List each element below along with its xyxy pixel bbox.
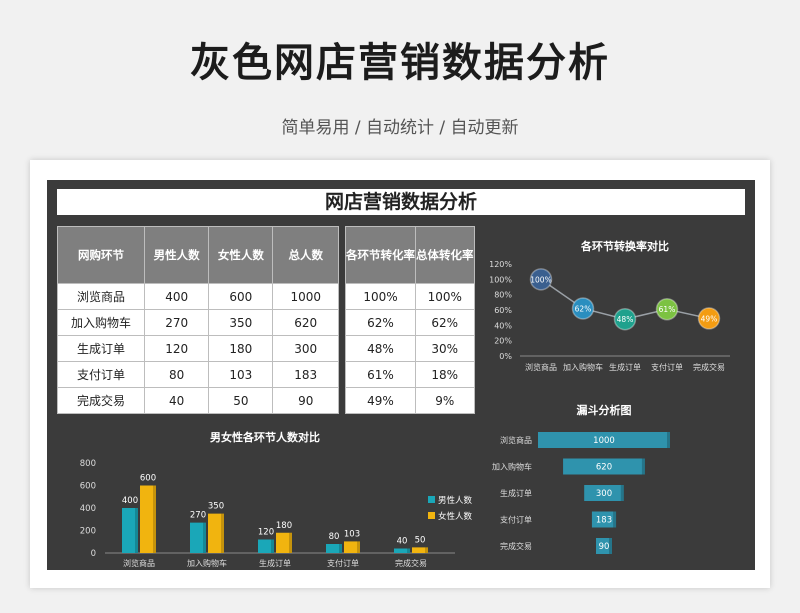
table-row: 加入购物车 270 350 620	[56, 309, 339, 336]
page-title: 灰色网店营销数据分析	[190, 40, 610, 86]
cell-total: 90	[272, 387, 339, 414]
table-row: 完成交易 40 50 90	[56, 387, 339, 414]
cell-stage: 浏览商品	[56, 283, 146, 310]
column-header-stage: 网购环节	[56, 226, 146, 284]
cell-female: 103	[208, 361, 274, 388]
column-header-female: 女性人数	[208, 226, 274, 284]
cell-total: 300	[272, 335, 339, 362]
cell-female: 50	[208, 387, 274, 414]
cell-male: 270	[144, 309, 210, 336]
column-header-overall-rate: 总体转化率	[415, 226, 475, 284]
table-row: 48% 30%	[345, 335, 475, 362]
column-header-step-rate: 各环节转化率	[345, 226, 416, 284]
column-header-total: 总人数	[272, 226, 339, 284]
cell-overall-rate: 18%	[415, 361, 475, 388]
cell-step-rate: 61%	[345, 361, 416, 388]
cell-step-rate: 62%	[345, 309, 416, 336]
table-row: 61% 18%	[345, 361, 475, 388]
cell-stage: 完成交易	[56, 387, 146, 414]
sheet-title: 网店营销数据分析	[57, 189, 745, 215]
cell-overall-rate: 100%	[415, 283, 475, 310]
cell-male: 400	[144, 283, 210, 310]
cell-stage: 加入购物车	[56, 309, 146, 336]
table-row: 浏览商品 400 600 1000	[56, 283, 339, 310]
cell-overall-rate: 30%	[415, 335, 475, 362]
cell-male: 80	[144, 361, 210, 388]
cell-stage: 生成订单	[56, 335, 146, 362]
cell-stage: 支付订单	[56, 361, 146, 388]
cell-male: 120	[144, 335, 210, 362]
page-subtitle: 简单易用 / 自动统计 / 自动更新	[281, 118, 519, 138]
cell-overall-rate: 62%	[415, 309, 475, 336]
cell-female: 180	[208, 335, 274, 362]
table-row: 生成订单 120 180 300	[56, 335, 339, 362]
cell-total: 620	[272, 309, 339, 336]
cell-male: 40	[144, 387, 210, 414]
data-table: 网购环节 男性人数 女性人数 总人数 浏览商品 400 600 1000 加入购物车 2…	[56, 226, 339, 414]
cell-female: 350	[208, 309, 274, 336]
cell-total: 183	[272, 361, 339, 388]
table-row: 支付订单 80 103 183	[56, 361, 339, 388]
cell-step-rate: 48%	[345, 335, 416, 362]
cell-total: 1000	[272, 283, 339, 310]
table-row: 62% 62%	[345, 309, 475, 336]
cell-female: 600	[208, 283, 274, 310]
cell-step-rate: 49%	[345, 387, 416, 414]
cell-overall-rate: 9%	[415, 387, 475, 414]
table-header-row: 网购环节 男性人数 女性人数 总人数	[56, 226, 339, 284]
table-header-row: 各环节转化率 总体转化率	[345, 226, 475, 284]
rate-table: 各环节转化率 总体转化率 100% 100% 62% 62% 48% 30% 61% 1…	[345, 226, 475, 414]
table-row: 100% 100%	[345, 283, 475, 310]
table-row: 49% 9%	[345, 387, 475, 414]
column-header-male: 男性人数	[144, 226, 210, 284]
cell-step-rate: 100%	[345, 283, 416, 310]
